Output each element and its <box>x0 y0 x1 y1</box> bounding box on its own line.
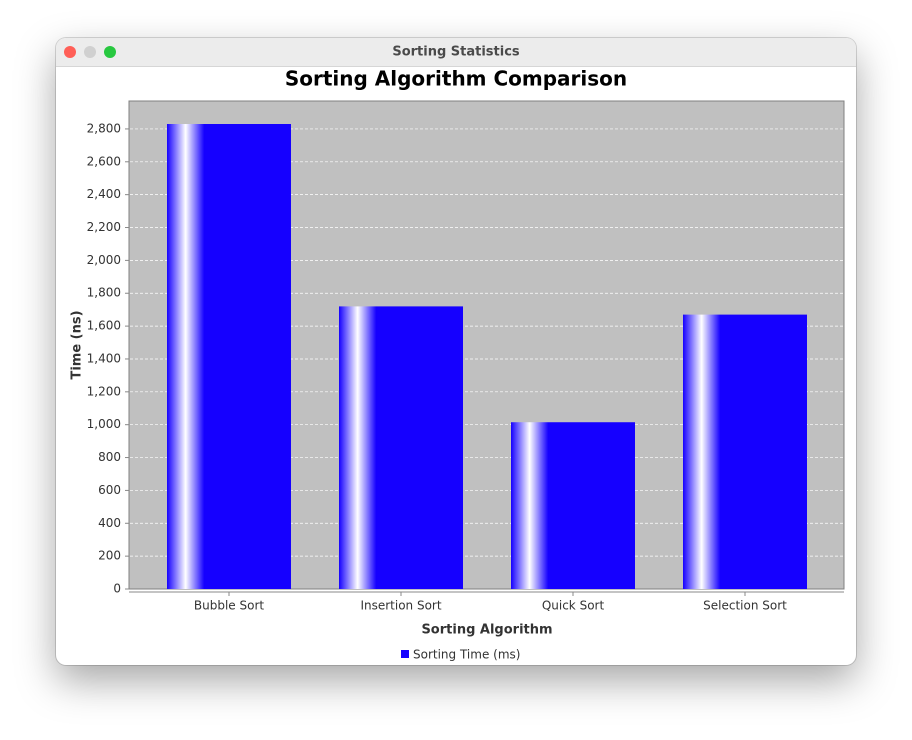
x-tick-label: Selection Sort <box>703 599 787 613</box>
x-tick-label: Insertion Sort <box>360 599 441 613</box>
chart-title: Sorting Algorithm Comparison <box>285 67 627 91</box>
y-axis-title: Time (ns) <box>70 310 85 379</box>
bar <box>683 314 807 589</box>
x-tick-label: Bubble Sort <box>194 599 264 613</box>
y-tick-label: 2,400 <box>87 187 121 201</box>
y-tick-label: 600 <box>98 483 121 497</box>
y-tick-label: 2,200 <box>87 220 121 234</box>
y-tick-label: 1,000 <box>87 417 121 431</box>
minimize-button[interactable] <box>84 46 96 58</box>
zoom-button[interactable] <box>104 46 116 58</box>
y-tick-label: 2,600 <box>87 154 121 168</box>
x-axis-title: Sorting Algorithm <box>421 623 552 638</box>
y-tick-label: 2,000 <box>87 253 121 267</box>
y-tick-label: 1,400 <box>87 351 121 365</box>
x-tick-label: Quick Sort <box>542 599 605 613</box>
close-button[interactable] <box>64 46 76 58</box>
bar <box>511 422 635 589</box>
y-tick-label: 800 <box>98 450 121 464</box>
y-tick-label: 2,800 <box>87 121 121 135</box>
window-title: Sorting Statistics <box>392 45 520 60</box>
legend-swatch <box>401 650 409 658</box>
title-bar <box>56 38 856 67</box>
bar <box>167 124 291 590</box>
y-tick-label: 1,200 <box>87 384 121 398</box>
legend-label: Sorting Time (ms) <box>413 648 520 662</box>
y-tick-label: 1,800 <box>87 286 121 300</box>
y-tick-label: 0 <box>113 582 121 596</box>
bar <box>339 306 463 589</box>
y-tick-label: 400 <box>98 516 121 530</box>
y-tick-label: 1,600 <box>87 319 121 333</box>
y-tick-label: 200 <box>98 549 121 563</box>
